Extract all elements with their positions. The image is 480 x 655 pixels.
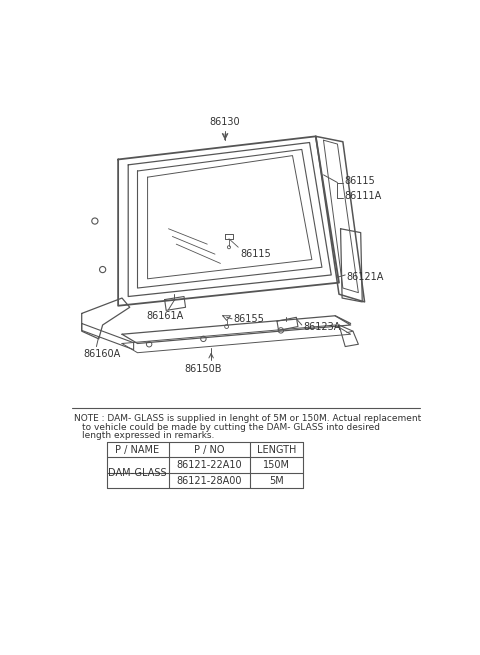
Text: length expressed in remarks.: length expressed in remarks. <box>82 431 214 440</box>
Text: 86160A: 86160A <box>83 349 120 359</box>
Text: 86155: 86155 <box>234 314 264 324</box>
Text: 86130: 86130 <box>210 117 240 127</box>
Text: 86161A: 86161A <box>147 310 184 321</box>
Text: 86123A: 86123A <box>303 322 341 331</box>
Text: 86121A: 86121A <box>347 272 384 282</box>
Text: P / NO: P / NO <box>194 445 225 455</box>
Text: LENGTH: LENGTH <box>256 445 296 455</box>
Text: P / NAME: P / NAME <box>115 445 159 455</box>
Text: 86111A: 86111A <box>345 191 382 201</box>
Text: 5M: 5M <box>269 476 284 485</box>
Text: 86150B: 86150B <box>185 364 222 373</box>
Text: 86115: 86115 <box>240 249 271 259</box>
Text: to vehicle could be made by cutting the DAM- GLASS into desired: to vehicle could be made by cutting the … <box>82 422 380 432</box>
Text: DAM-GLASS: DAM-GLASS <box>108 468 167 478</box>
Text: 86115: 86115 <box>345 176 375 186</box>
Text: 86121-22A10: 86121-22A10 <box>176 460 242 470</box>
Text: NOTE : DAM- GLASS is supplied in lenght of 5M or 150M. Actual replacement: NOTE : DAM- GLASS is supplied in lenght … <box>74 415 421 423</box>
Text: 150M: 150M <box>263 460 290 470</box>
Text: 86121-28A00: 86121-28A00 <box>177 476 242 485</box>
